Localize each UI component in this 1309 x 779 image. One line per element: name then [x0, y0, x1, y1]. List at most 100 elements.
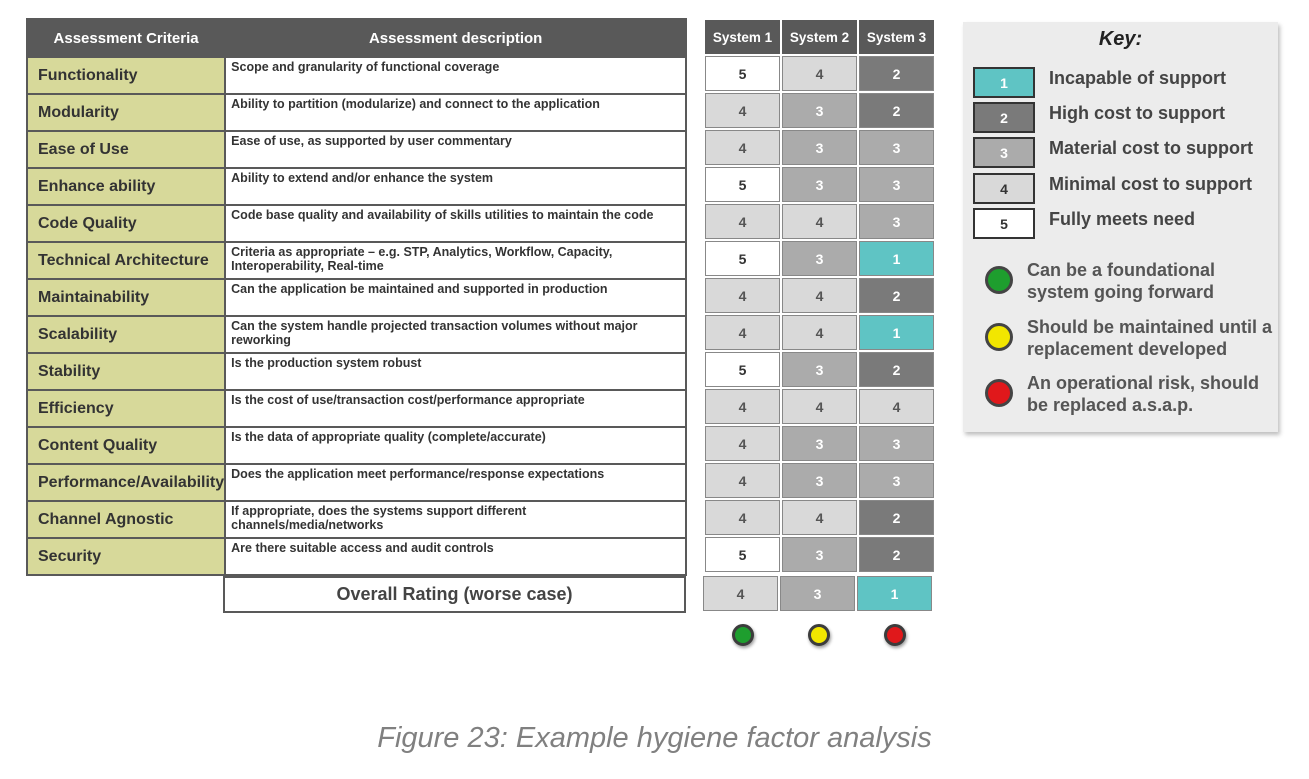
key-label-4: Minimal cost to support	[1049, 174, 1253, 194]
rating-cell-system-1: 4	[705, 500, 780, 535]
table-row: Code Quality Code base quality and availa…	[25, 204, 688, 243]
rating-cell-system-2: 4	[782, 56, 857, 91]
key-status-label-3: An operational risk, should be replaced …	[1027, 373, 1260, 415]
status-dot-system-3	[884, 624, 906, 646]
description-cell: Can the system handle projected transact…	[224, 315, 688, 354]
rating-cell-system-2: 3	[782, 93, 857, 128]
criteria-cell: Technical Architecture	[25, 241, 227, 280]
rating-cell-system-2: 3	[782, 167, 857, 202]
key-title: Key:	[1098, 28, 1143, 50]
description-cell: If appropriate, does the systems support…	[224, 500, 688, 539]
criteria-cell: Maintainability	[25, 278, 227, 317]
rating-cell-system-1: 4	[705, 389, 780, 424]
rating-cell-system-2: 3	[782, 426, 857, 461]
key-panel: Key: 1 Incapable of support 2 High cost …	[963, 22, 1278, 432]
table-row: Efficiency Is the cost of use/transaction…	[25, 389, 688, 428]
rating-cell-system-3: 2	[859, 352, 934, 387]
rating-cell-system-3: 2	[859, 278, 934, 313]
criteria-cell: Enhance ability	[25, 167, 227, 206]
key-swatch-5: 5	[973, 208, 1035, 239]
description-cell: Is the production system robust	[224, 352, 688, 391]
description-header: Assessment description	[224, 18, 688, 58]
rating-cell-system-3: 2	[859, 56, 934, 91]
overall-rating-row: 4 3 1	[703, 576, 932, 611]
key-yellow-dot	[985, 323, 1013, 351]
rating-cell-system-3: 1	[859, 315, 934, 350]
description-cell: Criteria as appropriate – e.g. STP, Anal…	[224, 241, 688, 280]
criteria-cell: Security	[25, 537, 227, 576]
rating-cell-system-2: 4	[782, 500, 857, 535]
rating-cell-system-1: 4	[705, 463, 780, 498]
description-cell: Ease of use, as supported by user commen…	[224, 130, 688, 169]
key-label-5: Fully meets need	[1049, 209, 1196, 229]
key-swatch-2: 2	[973, 102, 1035, 133]
criteria-cell: Efficiency	[25, 389, 227, 428]
status-dot-system-1	[732, 624, 754, 646]
rating-cell-system-3: 1	[859, 241, 934, 276]
description-cell: Can the application be maintained and su…	[224, 278, 688, 317]
rating-cell-system-1: 4	[705, 204, 780, 239]
overall-rating-label: Overall Rating (worse case)	[223, 576, 686, 613]
description-cell: Is the cost of use/transaction cost/perf…	[224, 389, 688, 428]
rating-cell-system-3: 2	[859, 93, 934, 128]
key-label-3: Material cost to support	[1049, 138, 1254, 158]
table-row: Functionality Scope and granularity of fu…	[25, 56, 688, 95]
figure-caption: Figure 23: Example hygiene factor analys…	[377, 722, 932, 754]
rating-cell-system-2: 3	[782, 241, 857, 276]
description-cell: Are there suitable access and audit cont…	[224, 537, 688, 576]
description-cell: Scope and granularity of functional cove…	[224, 56, 688, 95]
key-swatch-1: 1	[973, 67, 1035, 98]
overall-rating-system-2: 3	[780, 576, 855, 611]
table-row: Modularity Ability to partition (modulari…	[25, 93, 688, 132]
table-row: Channel Agnostic If appropriate, does the…	[25, 500, 688, 539]
rating-cell-system-3: 3	[859, 426, 934, 461]
rating-cell-system-1: 5	[705, 537, 780, 572]
criteria-cell: Channel Agnostic	[25, 500, 227, 539]
table-row: Stability Is the production system robust	[25, 352, 688, 391]
rating-cell-system-2: 3	[782, 537, 857, 572]
table-row: Technical Architecture Criteria as approp…	[25, 241, 688, 280]
rating-cell-system-3: 3	[859, 204, 934, 239]
rating-cell-system-1: 4	[705, 278, 780, 313]
rating-cell-system-1: 5	[705, 167, 780, 202]
description-cell: Ability to partition (modularize) and co…	[224, 93, 688, 132]
rating-cell-system-1: 5	[705, 241, 780, 276]
rating-cell-system-2: 4	[782, 204, 857, 239]
description-cell: Does the application meet performance/re…	[224, 463, 688, 502]
table-row: Content Quality Is the data of appropriat…	[25, 426, 688, 465]
rating-cell-system-3: 3	[859, 130, 934, 165]
rating-cell-system-1: 4	[705, 315, 780, 350]
system-2-header: System 2	[782, 20, 857, 54]
key-status-label-1: Can be a foundational system going forwa…	[1027, 260, 1216, 302]
description-cell: Is the data of appropriate quality (comp…	[224, 426, 688, 465]
rating-cell-system-3: 2	[859, 500, 934, 535]
key-swatch-4: 4	[973, 173, 1035, 204]
table-row: Security Are there suitable access and au…	[25, 537, 688, 576]
criteria-cell: Functionality	[25, 56, 227, 95]
rating-cell-system-2: 3	[782, 463, 857, 498]
criteria-cell: Content Quality	[25, 426, 227, 465]
table-row: Performance/Availability Does the applica…	[25, 463, 688, 502]
criteria-header: Assessment Criteria	[25, 18, 227, 58]
rating-cell-system-2: 4	[782, 315, 857, 350]
key-red-dot	[985, 379, 1013, 407]
rating-cell-system-1: 5	[705, 56, 780, 91]
key-status-label-2: Should be maintained until a replacement…	[1027, 317, 1273, 359]
criteria-cell: Stability	[25, 352, 227, 391]
key-label-1: Incapable of support	[1049, 68, 1227, 88]
rating-cell-system-2: 3	[782, 352, 857, 387]
table-row: Maintainability Can the application be ma…	[25, 278, 688, 317]
system-3-header: System 3	[859, 20, 934, 54]
table-row: Scalability Can the system handle project…	[25, 315, 688, 354]
criteria-cell: Ease of Use	[25, 130, 227, 169]
description-cell: Code base quality and availability of sk…	[224, 204, 688, 243]
